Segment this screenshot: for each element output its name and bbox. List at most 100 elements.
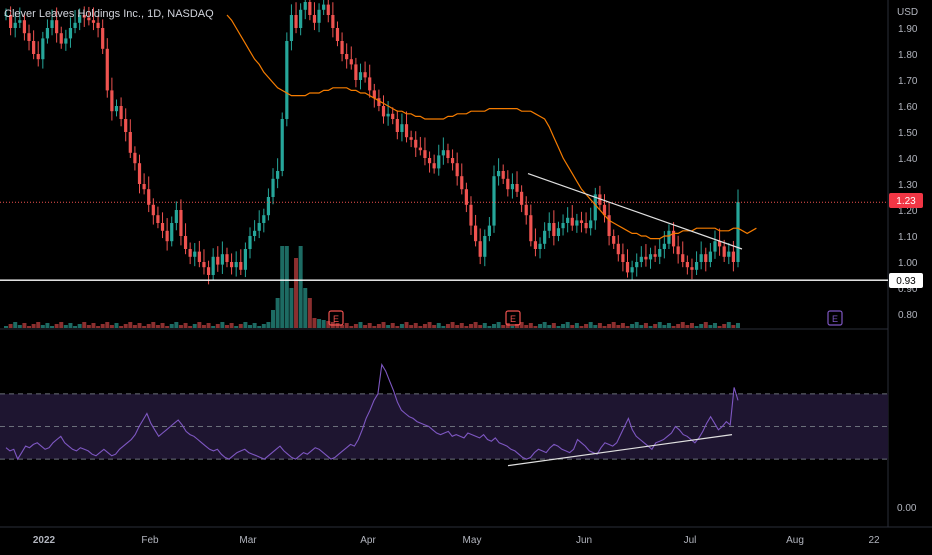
axes: 1.90 1.80 1.70 1.60 1.50 1.40 1.30 1.20 1.10 1.00… <box>33 24 918 546</box>
support-level-badge: 0.93 <box>889 273 923 288</box>
volume-bar <box>584 324 589 328</box>
candle-body <box>156 215 160 223</box>
volume-bar <box>229 323 234 328</box>
candle-body <box>206 267 211 275</box>
candle-body <box>446 150 450 158</box>
volume-bar <box>86 325 91 328</box>
candle-body <box>197 251 201 262</box>
price-candles[interactable] <box>4 0 740 285</box>
volume-bar <box>593 325 598 328</box>
volume-bar <box>561 324 566 328</box>
candle-body <box>427 158 432 164</box>
candle-body <box>731 251 735 262</box>
candle-body <box>363 72 367 78</box>
candle-body <box>253 230 257 236</box>
rsi-zero-label: 0.00 <box>897 503 917 514</box>
candle-body <box>257 223 261 231</box>
volume-bar <box>321 320 326 328</box>
volume-bar <box>363 325 368 328</box>
volume-bar <box>353 324 358 328</box>
candle-body <box>414 139 418 148</box>
candle-body <box>87 17 91 21</box>
earnings-marker-2[interactable]: E <box>505 310 521 326</box>
candle-body <box>216 256 220 265</box>
candle-body <box>561 223 565 229</box>
candle-body <box>147 189 151 205</box>
time-axis-label: Mar <box>239 535 257 546</box>
candle-body <box>662 243 666 249</box>
volume-bar <box>689 323 694 328</box>
price-tick-label: 1.00 <box>898 258 918 269</box>
time-axis-label: Apr <box>360 535 376 546</box>
candle-body <box>704 254 708 262</box>
volume-bar <box>174 322 179 328</box>
volume-bar <box>676 324 681 328</box>
volume-bar <box>524 325 529 328</box>
volume-bar <box>413 323 418 328</box>
volume-bar <box>703 322 708 328</box>
volume-bar <box>224 325 229 328</box>
earnings-marker-3[interactable]: E <box>827 310 843 326</box>
volume-bar <box>648 326 653 328</box>
price-tick-label: 0.90 <box>898 284 918 295</box>
candle-body <box>510 184 515 190</box>
candle-body <box>13 22 17 28</box>
volume-bar <box>298 246 303 328</box>
volume-bar <box>4 326 8 328</box>
volume-bar <box>639 325 644 328</box>
candle-body <box>497 171 501 177</box>
svg-text:E: E <box>333 314 339 324</box>
price-tick-label: 1.80 <box>898 50 918 61</box>
volume-bar <box>307 298 312 328</box>
earnings-marker-1[interactable]: E <box>328 310 344 326</box>
candle-body <box>229 262 234 268</box>
candle-body <box>36 54 40 60</box>
volume-bar <box>82 322 87 328</box>
candle-body <box>68 28 73 39</box>
last-price-badge: 1.23 <box>889 193 923 208</box>
volume-bar <box>579 326 584 328</box>
candle-body <box>648 254 653 260</box>
candle-body <box>303 2 307 10</box>
candle-body <box>644 256 648 260</box>
candle-body <box>579 220 584 223</box>
volume-bar <box>294 258 299 328</box>
currency-label: USD <box>897 7 918 18</box>
volume-bar <box>510 326 515 328</box>
volume-bar <box>178 325 183 328</box>
candle-body <box>188 249 192 257</box>
volume-bar <box>367 323 372 328</box>
candle-body <box>349 59 353 65</box>
svg-text:E: E <box>510 314 516 324</box>
candle-body <box>262 215 266 223</box>
candle-body <box>22 20 27 34</box>
volume-bar <box>13 322 18 328</box>
volume-bar <box>257 326 262 328</box>
candle-body <box>381 106 386 117</box>
candle-body <box>78 15 82 23</box>
candle-body <box>137 163 142 184</box>
candle-body <box>128 132 132 153</box>
price-tick-label: 1.10 <box>898 232 918 243</box>
volume-bar <box>556 326 561 328</box>
candle-body <box>713 241 717 252</box>
candle-body <box>331 15 335 28</box>
price-tick-label: 1.70 <box>898 76 918 87</box>
volume-bar <box>616 325 621 328</box>
candle-body <box>667 230 671 244</box>
volume-bar <box>519 322 524 328</box>
candle-body <box>621 254 625 262</box>
candle-body <box>386 113 390 117</box>
drawing-annotations[interactable] <box>0 173 888 281</box>
volume-bar <box>694 326 699 328</box>
volume-bar <box>422 324 427 328</box>
volume-bar <box>275 298 280 328</box>
volume-bar <box>266 322 271 328</box>
volume-bar <box>712 323 717 328</box>
volume-bar <box>243 322 248 328</box>
volume-bar <box>657 322 662 328</box>
svg-text:E: E <box>832 314 838 324</box>
volume-bar <box>455 325 460 328</box>
rsi-pane[interactable] <box>0 362 888 467</box>
